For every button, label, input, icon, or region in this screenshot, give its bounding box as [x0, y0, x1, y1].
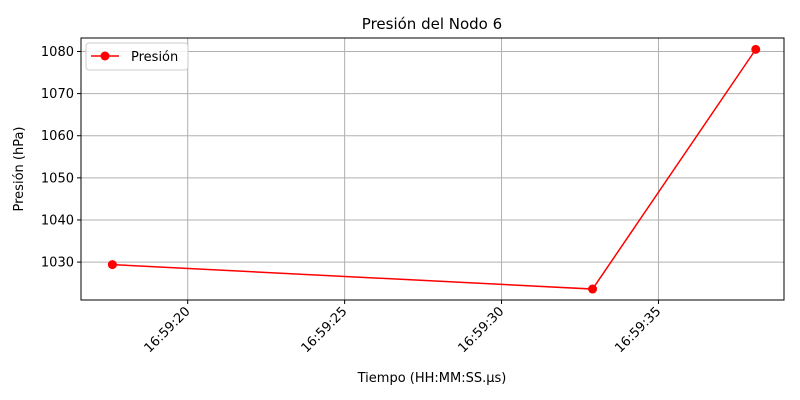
- legend-box: [85, 42, 189, 71]
- y-tick-label: 1080: [41, 45, 74, 60]
- y-tick-label: 1060: [41, 129, 74, 144]
- plot-frame: [80, 37, 785, 301]
- y-axis-label: Presión (hPa): [12, 127, 27, 212]
- data-point: [751, 44, 761, 54]
- y-axis-ticks: 1030 1040 1050 1060 1070 1080: [41, 45, 81, 271]
- legend: Presión: [85, 42, 189, 71]
- x-axis-label: Tiempo (HH:MM:SS.µs): [357, 371, 507, 386]
- legend-label: Presión: [131, 50, 178, 65]
- y-tick-label: 1030: [41, 256, 74, 271]
- plot-data: [107, 44, 761, 294]
- legend-marker-swatch: [100, 51, 110, 61]
- y-tick-label: 1070: [41, 87, 74, 102]
- y-tick-label: 1040: [41, 213, 74, 228]
- grid-lines: [81, 38, 784, 300]
- data-point: [588, 284, 598, 294]
- y-tick-label: 1050: [41, 171, 74, 186]
- chart-title: Presión del Nodo 6: [362, 15, 502, 33]
- data-point: [107, 260, 117, 270]
